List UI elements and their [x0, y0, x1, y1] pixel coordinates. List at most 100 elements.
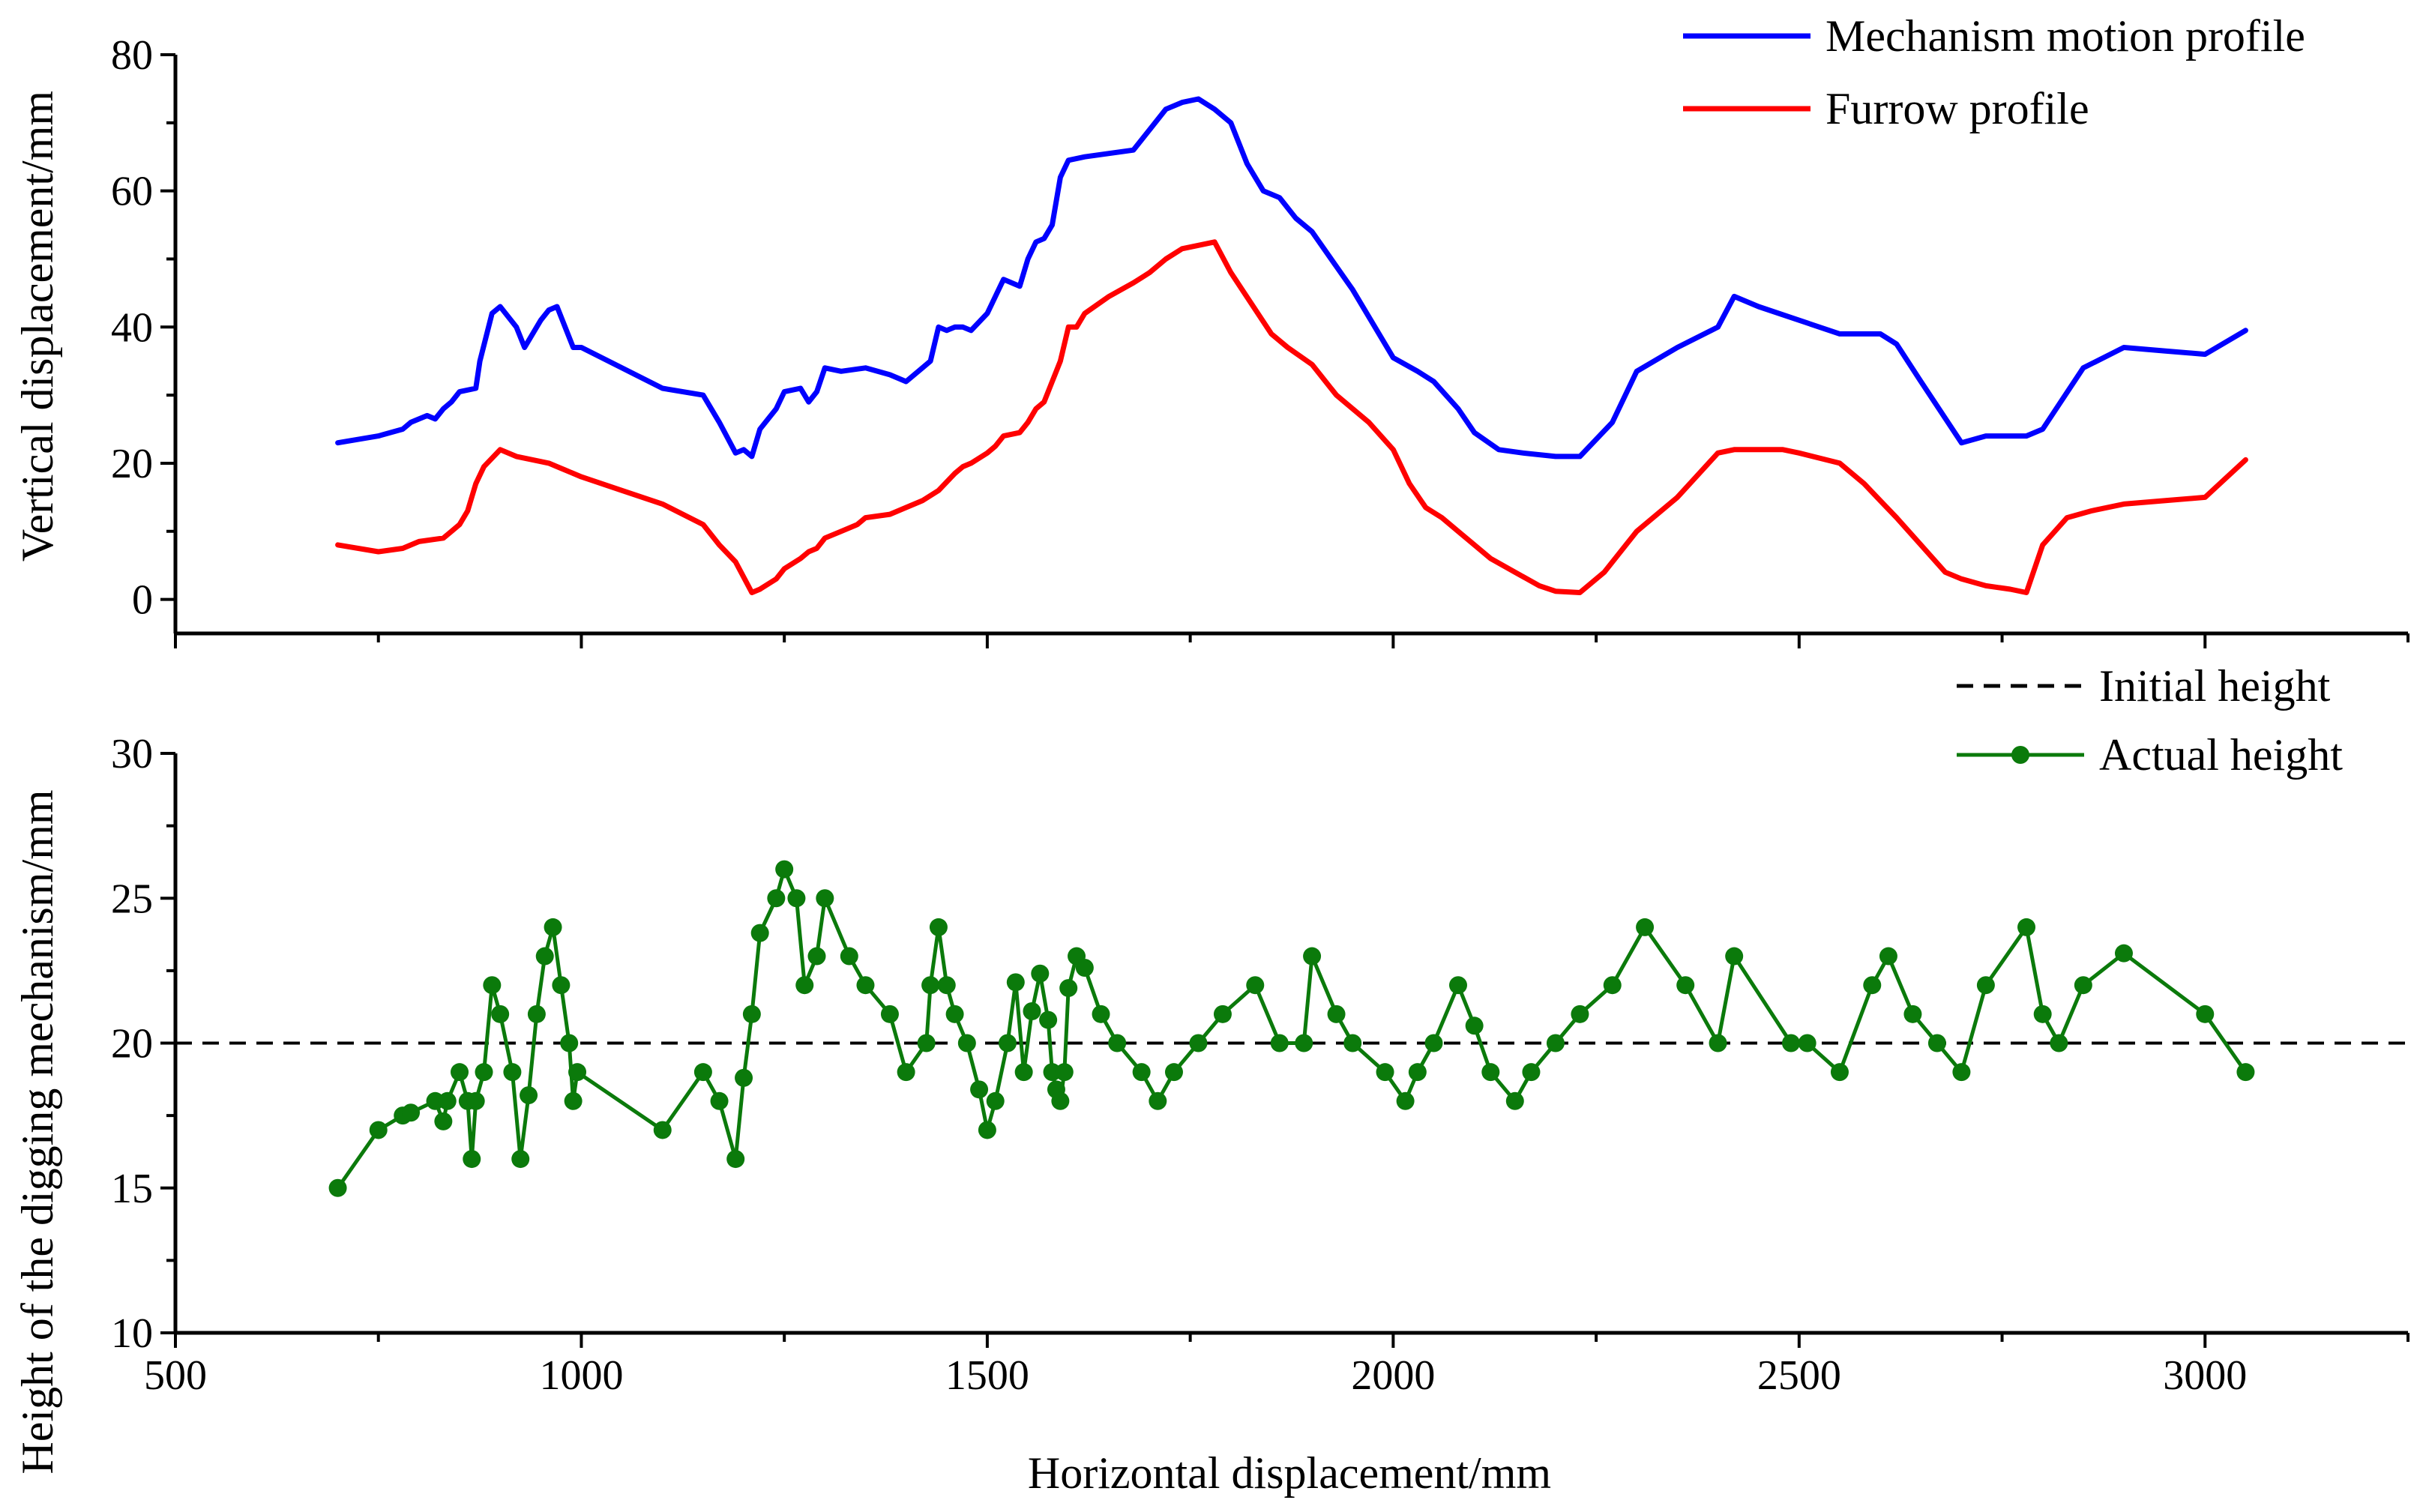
data-point [527, 1005, 546, 1023]
data-point [1927, 1034, 1946, 1052]
bottom-x-tick-label: 3000 [2163, 1352, 2247, 1399]
data-point [568, 1063, 587, 1082]
data-point [402, 1103, 421, 1122]
bottom-series-group [175, 860, 2408, 1197]
data-point [998, 1034, 1017, 1052]
bottom-y-tick-label: 30 [111, 731, 153, 777]
series-line-furrow-profile [335, 239, 2248, 595]
data-point [1709, 1034, 1727, 1052]
data-point [564, 1091, 583, 1110]
data-point [1830, 1063, 1849, 1082]
data-point [560, 1034, 579, 1052]
data-point [693, 1063, 712, 1082]
data-point [1164, 1063, 1183, 1082]
data-point [1092, 1005, 1110, 1023]
legend-marker [2011, 746, 2029, 764]
data-point [726, 1150, 745, 1169]
top-series-group [335, 96, 2248, 595]
top-y-axis-title: Vertical displacement/mm [13, 91, 62, 561]
data-point [1295, 1034, 1313, 1052]
data-point [775, 860, 794, 879]
top-y-tick-label: 20 [111, 441, 153, 487]
bottom-y-tick-label: 15 [111, 1166, 153, 1212]
data-point [1976, 976, 1995, 995]
legend-label: Furrow profile [1825, 84, 2089, 133]
data-point [1505, 1091, 1524, 1110]
data-point [1546, 1034, 1565, 1052]
data-point [1408, 1063, 1427, 1082]
data-point [1725, 947, 1744, 966]
data-point [1023, 1002, 1041, 1020]
data-point [807, 947, 826, 966]
top-axis-ticks: 0 20 40 60 80 [111, 32, 2410, 648]
data-point [475, 1063, 493, 1082]
data-point [750, 924, 769, 942]
data-point [1465, 1016, 1484, 1035]
data-point [2074, 976, 2092, 995]
data-point [986, 1091, 1005, 1110]
data-point [1055, 1063, 1074, 1082]
data-point [1189, 1034, 1208, 1052]
data-point [463, 1150, 481, 1169]
data-point [2050, 1034, 2068, 1052]
bottom-x-tick-label: 1000 [539, 1352, 623, 1399]
top-y-tick-label: 0 [132, 577, 153, 624]
data-point [840, 947, 858, 966]
data-point [544, 918, 562, 936]
data-point [535, 947, 554, 966]
data-point [929, 918, 948, 936]
data-point [2017, 918, 2036, 936]
data-point [1424, 1034, 1443, 1052]
bottom-y-axis-title: Height of the digging mechanism/mm [13, 789, 62, 1474]
top-y-tick-label: 80 [111, 32, 153, 79]
bottom-x-tick-label: 500 [144, 1352, 207, 1399]
data-point [1051, 1091, 1070, 1110]
bottom-y-tick-label: 20 [111, 1021, 153, 1067]
bottom-axis-ticks: 10 15 20 25 30 500 1000 1500 2000 2500 3000 [111, 731, 2410, 1399]
data-point [1376, 1063, 1394, 1082]
data-point [1396, 1091, 1415, 1110]
data-point [451, 1063, 469, 1082]
top-axes [173, 55, 2408, 636]
data-point [917, 1034, 936, 1052]
bottom-x-tick-label: 2500 [1757, 1352, 1841, 1399]
data-point [1213, 1005, 1232, 1023]
data-point [1879, 947, 1897, 966]
data-point [503, 1063, 522, 1082]
data-point [1270, 1034, 1289, 1052]
bottom-y-tick-label: 25 [111, 876, 153, 922]
data-point [735, 1068, 753, 1087]
data-point [742, 1005, 761, 1023]
bottom-x-tick-label: 1500 [945, 1352, 1029, 1399]
data-point [1149, 1091, 1167, 1110]
data-point [1636, 918, 1655, 936]
data-point [1522, 1063, 1541, 1082]
data-point [1571, 1005, 1589, 1023]
series-line-actual-height [336, 867, 2248, 1190]
data-point [1014, 1063, 1033, 1082]
data-point [466, 1091, 485, 1110]
data-point [1603, 976, 1622, 995]
legend-label: Actual height [2099, 730, 2343, 780]
bottom-x-tick-label: 2000 [1351, 1352, 1435, 1399]
data-point [2114, 944, 2133, 963]
data-point [1303, 947, 1322, 966]
top-y-tick-label: 60 [111, 169, 153, 215]
data-point [1246, 976, 1265, 995]
data-point [1676, 976, 1695, 995]
legend-label: Mechanism motion profile [1825, 11, 2305, 61]
data-point [1903, 1005, 1922, 1023]
data-point [483, 976, 502, 995]
data-point [970, 1080, 989, 1099]
data-point [1031, 964, 1050, 983]
data-point [2033, 1005, 2052, 1023]
data-point [552, 976, 571, 995]
series-line-mechanism-motion-profile [335, 96, 2248, 460]
data-point [897, 1063, 915, 1082]
x-axis-title: Horizontal displacement/mm [1028, 1448, 1551, 1498]
data-point [511, 1150, 530, 1169]
data-point [816, 889, 834, 908]
data-point [1006, 973, 1025, 992]
data-point [1039, 1010, 1058, 1029]
